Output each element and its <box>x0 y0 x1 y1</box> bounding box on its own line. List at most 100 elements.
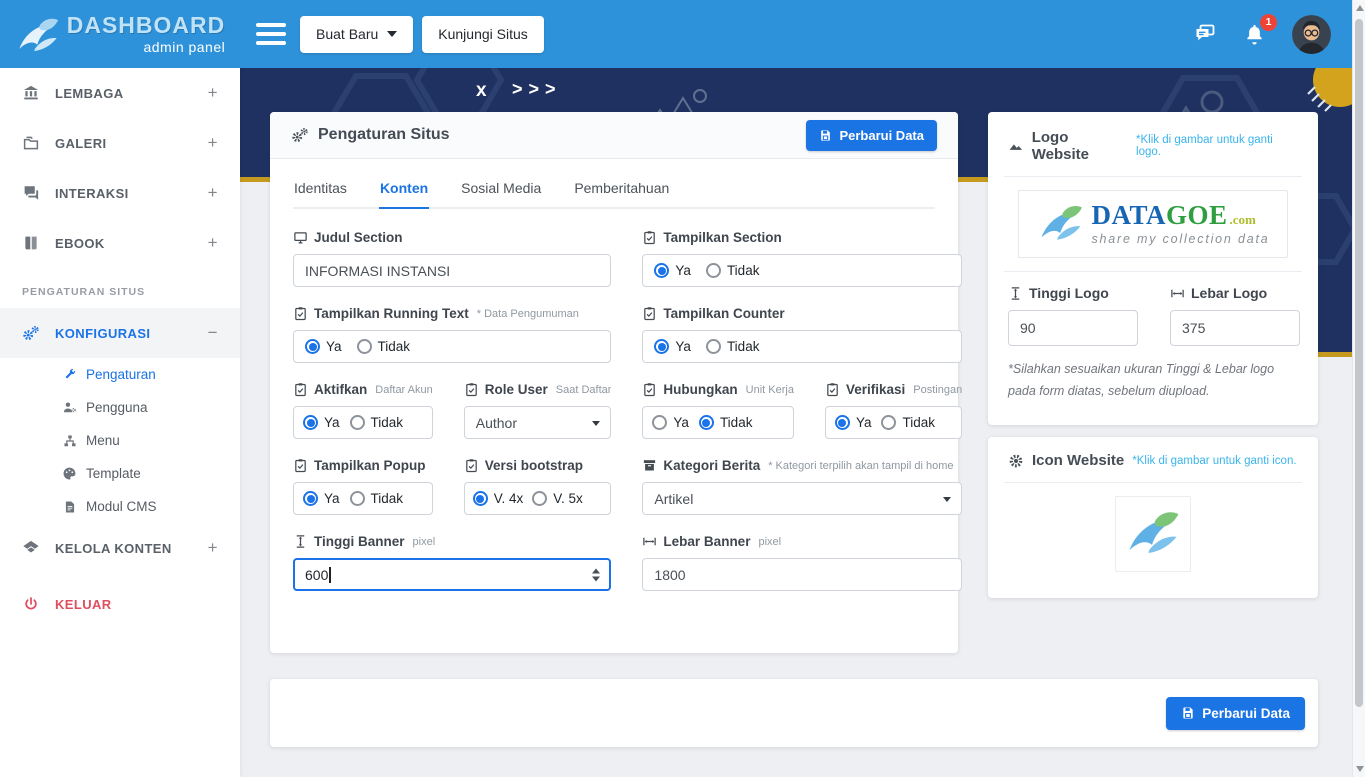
sidebar-section-label: PENGATURAN SITUS <box>22 286 146 298</box>
messages-icon[interactable] <box>1193 22 1217 46</box>
tab-identitas[interactable]: Identitas <box>294 180 347 196</box>
clipboard-check-icon <box>295 307 306 321</box>
radio-option-ya[interactable]: Ya <box>303 415 340 430</box>
expand-plus-icon: + <box>207 83 218 102</box>
radio-indicator <box>356 339 372 354</box>
sidebar-subitem-template[interactable]: Template <box>0 457 240 490</box>
bootstrap-radio-group: V. 4x V. 5x <box>463 482 612 515</box>
scrollbar-thumb[interactable] <box>1355 19 1363 707</box>
site-logo-image[interactable]: DATA GOE .com share my collection data <box>1018 190 1288 258</box>
radio-option-ya[interactable]: Ya <box>834 415 871 430</box>
tab-konten[interactable]: Konten <box>378 180 430 209</box>
logo-tagline: share my collection data <box>1091 232 1270 247</box>
create-new-button[interactable]: Buat Baru <box>300 15 414 53</box>
sidebar-subitem-pengguna[interactable]: Pengguna <box>0 391 240 424</box>
gears-icon <box>292 128 308 142</box>
chevrons-decoration: >>> <box>512 79 562 99</box>
radio-indicator <box>532 491 548 506</box>
radio-option-tidak[interactable]: Tidak <box>349 491 403 506</box>
expand-plus-icon: + <box>207 133 218 152</box>
field-role-user: Role User Saat Daftar Author <box>463 382 612 439</box>
lebar-banner-input[interactable] <box>642 558 963 591</box>
radio-option-ya[interactable]: Ya <box>654 339 691 354</box>
tab-pemberitahuan[interactable]: Pemberitahuan <box>574 180 670 196</box>
field-kategori-berita: Kategori Berita * Kategori terpilih akan… <box>642 458 963 515</box>
clipboard-check-icon <box>644 383 656 397</box>
tinggi-banner-input[interactable]: 600 <box>293 558 612 591</box>
collapse-minus-icon: − <box>207 323 218 342</box>
tinggi-logo-input[interactable] <box>1008 310 1138 346</box>
radio-option-tidak[interactable]: Tidak <box>698 415 752 430</box>
radio-option-ya[interactable]: Ya <box>303 491 340 506</box>
lebar-logo-input[interactable] <box>1170 310 1300 346</box>
sidebar-item-keluar[interactable]: KELUAR <box>0 581 240 627</box>
sidebar-item-lembaga[interactable]: LEMBAGA + <box>0 68 240 118</box>
sidebar-item-interaksi[interactable]: INTERAKSI + <box>0 168 240 218</box>
sidebar-toggle-hamburger-icon[interactable] <box>256 23 286 45</box>
save-icon <box>1183 707 1193 719</box>
sidebar-subitem-pengaturan[interactable]: Pengaturan <box>0 358 240 391</box>
notification-count-badge: 1 <box>1260 13 1277 31</box>
datagoe-bird-icon <box>1041 206 1082 240</box>
document-icon <box>62 500 77 514</box>
radio-option-tidak[interactable]: Tidak <box>705 263 759 278</box>
radio-indicator <box>705 339 721 354</box>
field-judul-section: Judul Section <box>293 230 612 287</box>
sidebar-subitem-menu[interactable]: Menu <box>0 424 240 457</box>
field-tampilkan-counter: Tampilkan Counter Ya Tidak <box>642 306 963 363</box>
user-gear-icon <box>62 400 77 415</box>
kategori-berita-select[interactable]: Artikel <box>642 482 963 515</box>
radio-option-ya[interactable]: Ya <box>652 415 689 430</box>
hexagon-decoration-strip <box>1286 193 1352 265</box>
gear-icon <box>1009 454 1023 467</box>
scrollbar-down-arrow[interactable] <box>1356 766 1364 772</box>
brand-subtitle: admin panel <box>143 39 226 55</box>
footer-update-data-button[interactable]: Perbarui Data <box>1166 696 1305 730</box>
verifikasi-radio-group: Ya Tidak <box>824 406 963 439</box>
update-data-button[interactable]: Perbarui Data <box>806 119 937 151</box>
radio-option-ya[interactable]: Ya <box>305 339 342 354</box>
site-icon-image[interactable] <box>1115 496 1191 572</box>
role-user-select[interactable]: Author <box>463 406 612 439</box>
radio-indicator <box>698 415 714 430</box>
radio-option-ya[interactable]: Ya <box>654 263 691 278</box>
field-versi-bootstrap: Versi bootstrap V. 4x V. 5x <box>463 458 612 515</box>
user-avatar[interactable] <box>1292 14 1331 54</box>
sidebar-subitem-modul-cms[interactable]: Modul CMS <box>0 490 240 523</box>
palette-icon <box>62 466 77 481</box>
radio-option-v5x[interactable]: V. 5x <box>532 491 583 506</box>
radio-indicator <box>303 491 318 506</box>
footer-action-card: Perbarui Data <box>270 679 1318 747</box>
sidebar-item-galeri[interactable]: GALERI + <box>0 118 240 168</box>
width-icon <box>643 537 657 546</box>
sidebar-item-kelola-konten[interactable]: KELOLA KONTEN + <box>0 523 240 573</box>
number-spinner[interactable] <box>592 568 601 581</box>
icon-website-card: Icon Website *Klik di gambar untuk ganti… <box>988 437 1318 598</box>
sidebar-item-ebook[interactable]: EBOOK + <box>0 218 240 268</box>
judul-section-input[interactable] <box>293 254 612 287</box>
sun-decoration <box>1307 68 1352 112</box>
visit-site-button[interactable]: Kunjungi Situs <box>422 15 544 53</box>
radio-option-tidak[interactable]: Tidak <box>881 415 935 430</box>
radio-option-tidak[interactable]: Tidak <box>356 339 410 354</box>
radio-option-tidak[interactable]: Tidak <box>705 339 759 354</box>
logo-website-card: Logo Website *Klik di gambar untuk ganti… <box>988 112 1318 425</box>
radio-option-tidak[interactable]: Tidak <box>349 415 403 430</box>
logo-domain: .com <box>1229 212 1256 228</box>
radio-indicator <box>305 339 320 354</box>
page-scrollbar[interactable] <box>1352 0 1365 777</box>
brand-logo-area[interactable]: DASHBOARD admin panel <box>0 0 240 68</box>
wrench-icon <box>62 368 77 382</box>
scrollbar-up-arrow[interactable] <box>1356 5 1364 11</box>
radio-option-v4x[interactable]: V. 4x <box>472 491 523 506</box>
radio-indicator <box>654 339 670 354</box>
height-icon <box>1011 286 1020 300</box>
field-tampilkan-popup: Tampilkan Popup Ya Tidak <box>293 458 433 515</box>
sidebar-item-konfigurasi[interactable]: KONFIGURASI − <box>0 308 240 358</box>
save-icon <box>821 129 831 141</box>
tab-sosial-media[interactable]: Sosial Media <box>461 180 542 196</box>
clipboard-check-icon <box>827 383 838 397</box>
caret-down-icon <box>387 31 398 37</box>
radio-indicator <box>303 415 318 430</box>
notifications-bell-icon[interactable]: 1 <box>1243 13 1277 46</box>
